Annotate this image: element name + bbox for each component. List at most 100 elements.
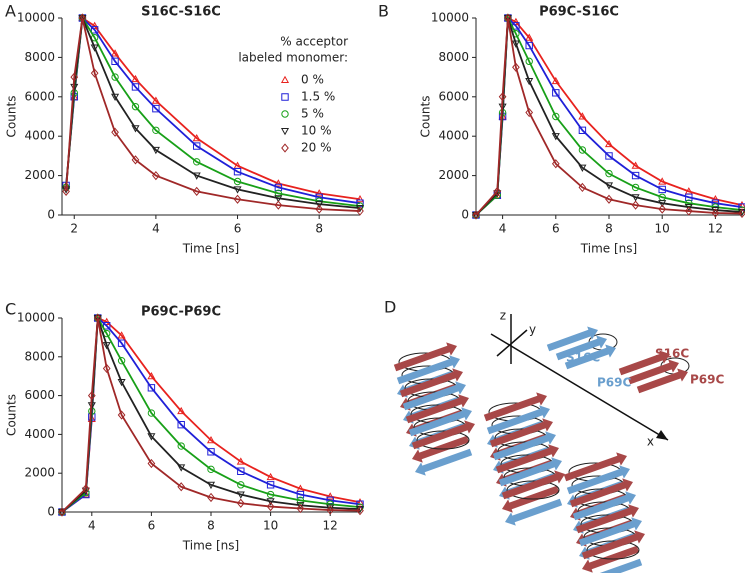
strand-arrow (399, 368, 463, 398)
legend-entry: 1.5 % (281, 90, 335, 104)
marker (684, 206, 693, 216)
legend-entry: 5 % (281, 107, 324, 121)
marker (511, 17, 520, 25)
y-tick-label: 2000 (438, 168, 469, 182)
strand-arrow (564, 344, 616, 370)
marker (551, 159, 560, 169)
marker (604, 139, 614, 148)
loop (506, 480, 560, 500)
marker (102, 317, 111, 325)
strand-arrow (563, 452, 627, 482)
marker (233, 194, 242, 204)
panel-letter: C (5, 300, 16, 319)
marker (605, 152, 613, 160)
strand-arrow (627, 359, 679, 385)
marker (236, 457, 245, 465)
legend-title: labeled monomer: (238, 51, 348, 65)
y-tick-label: 0 (47, 505, 55, 519)
x-axis-label: Time [ns] (182, 539, 239, 553)
marker (192, 186, 201, 196)
x-axis-label: Time [ns] (580, 242, 637, 256)
strand-arrow (555, 335, 607, 361)
x-tick-label: 10 (263, 519, 278, 533)
marker (233, 177, 242, 186)
marker (193, 158, 201, 166)
panel-letter: D (384, 298, 396, 317)
marker (511, 40, 520, 48)
marker (525, 77, 534, 86)
marker (151, 146, 160, 155)
strand-arrow (393, 342, 457, 372)
y-tick-label: 6000 (24, 388, 55, 402)
y-tick-label: 8000 (438, 50, 469, 64)
marker (236, 491, 245, 499)
strand-arrow (505, 498, 563, 526)
marker (147, 371, 156, 380)
legend-label: 10 % (301, 124, 332, 138)
x-tick-label: 10 (655, 222, 670, 236)
marker (152, 170, 160, 181)
marker (90, 68, 99, 78)
marker (81, 484, 90, 494)
marker (355, 498, 365, 506)
strand-arrow (618, 350, 670, 376)
strand-arrow (501, 470, 565, 500)
marker (207, 492, 215, 503)
marker (631, 171, 640, 180)
strand-arrow (578, 517, 642, 547)
marker (355, 195, 365, 203)
fit-line (65, 17, 361, 212)
strand-arrow (566, 465, 630, 495)
axis-x (490, 333, 669, 441)
y-tick-label: 8000 (24, 50, 55, 64)
label: P69C (597, 376, 631, 390)
marker (266, 490, 275, 499)
marker (326, 505, 335, 515)
y-tick-label: 6000 (24, 89, 55, 103)
marker (266, 481, 275, 489)
axis-label-y: y (529, 323, 536, 337)
marker (315, 201, 324, 209)
legend-entry: 10 % (280, 124, 332, 138)
strand-arrow (495, 444, 559, 474)
marker (525, 57, 533, 66)
x-tick-label: 2 (70, 222, 78, 236)
marker (631, 161, 640, 169)
marker (131, 74, 140, 83)
marker (111, 73, 119, 81)
legend-label: 5 % (301, 107, 324, 121)
strand-arrow (405, 394, 469, 424)
marker (177, 421, 185, 429)
marker (152, 104, 160, 113)
strand-arrow (408, 407, 472, 437)
legend-swatch (281, 110, 289, 118)
marker (658, 177, 667, 185)
x-tick-label: 8 (207, 519, 215, 533)
marker (206, 435, 216, 444)
marker (711, 195, 720, 203)
marker (578, 182, 587, 193)
marker (266, 472, 275, 481)
marker (472, 210, 480, 220)
marker (315, 189, 324, 197)
fit-line (61, 317, 361, 513)
strand-arrow (489, 418, 553, 448)
marker (274, 189, 283, 198)
y-tick-label: 0 (461, 208, 469, 222)
y-tick-label: 2000 (24, 168, 55, 182)
marker (356, 206, 364, 216)
strand-arrow (569, 478, 633, 508)
marker (206, 481, 216, 490)
legend-entry: 0 % (280, 73, 324, 87)
marker (512, 62, 520, 72)
marker (296, 503, 305, 514)
strand-arrow (636, 368, 688, 394)
x-tick-label: 8 (315, 222, 323, 236)
loop (416, 430, 470, 450)
y-tick-label: 10000 (17, 311, 55, 325)
marker (498, 112, 507, 121)
x-tick-label: 4 (88, 519, 96, 533)
marker (326, 492, 335, 500)
marker (552, 112, 560, 121)
